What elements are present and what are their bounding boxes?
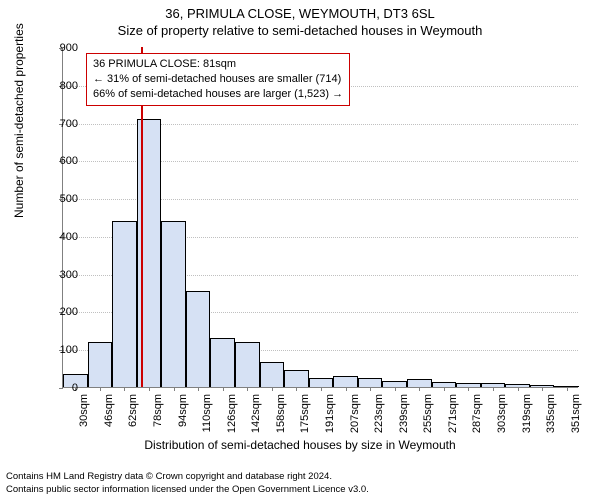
x-axis-label: Distribution of semi-detached houses by …	[0, 438, 600, 452]
xtick-label: 255sqm	[422, 394, 434, 433]
xtick-mark	[419, 387, 420, 391]
histogram-bar	[186, 291, 211, 387]
xtick-mark	[395, 387, 396, 391]
xtick-label: 110sqm	[201, 394, 213, 432]
xtick-mark	[174, 387, 175, 391]
histogram-bar	[112, 221, 137, 387]
histogram-bar	[88, 342, 113, 387]
footer-attribution: Contains HM Land Registry data © Crown c…	[6, 471, 369, 496]
xtick-mark	[149, 387, 150, 391]
xtick-label: 207sqm	[349, 394, 361, 433]
xtick-mark	[100, 387, 101, 391]
xtick-label: 239sqm	[398, 394, 410, 433]
xtick-mark	[124, 387, 125, 391]
xtick-label: 303sqm	[496, 394, 508, 433]
histogram-bar	[210, 338, 235, 387]
annotation-line: ← 31% of semi-detached houses are smalle…	[93, 72, 343, 87]
xtick-label: 142sqm	[250, 394, 262, 433]
histogram-bar	[161, 221, 186, 387]
xtick-mark	[296, 387, 297, 391]
xtick-mark	[567, 387, 568, 391]
xtick-mark	[223, 387, 224, 391]
xtick-label: 94sqm	[177, 394, 189, 427]
ytick-label: 900	[48, 42, 78, 54]
ytick-label: 500	[48, 193, 78, 205]
xtick-mark	[272, 387, 273, 391]
histogram-bar	[235, 342, 260, 387]
xtick-mark	[198, 387, 199, 391]
histogram-bar	[333, 376, 358, 387]
xtick-label: 46sqm	[103, 394, 115, 427]
ytick-label: 0	[48, 382, 78, 394]
xtick-mark	[518, 387, 519, 391]
ytick-label: 600	[48, 155, 78, 167]
xtick-label: 287sqm	[471, 394, 483, 433]
ytick-label: 200	[48, 306, 78, 318]
histogram-bar	[260, 362, 285, 387]
xtick-mark	[321, 387, 322, 391]
xtick-label: 175sqm	[299, 394, 311, 433]
histogram-bar	[358, 378, 383, 387]
ytick-label: 300	[48, 269, 78, 281]
y-axis-label: Number of semi-detached properties	[12, 23, 26, 218]
xtick-label: 78sqm	[152, 394, 164, 427]
xtick-mark	[468, 387, 469, 391]
xtick-label: 223sqm	[373, 394, 385, 433]
ytick-label: 800	[48, 80, 78, 92]
ytick-label: 100	[48, 344, 78, 356]
xtick-mark	[370, 387, 371, 391]
xtick-label: 351sqm	[570, 394, 582, 433]
footer-line-2: Contains public sector information licen…	[6, 484, 369, 496]
footer-line-1: Contains HM Land Registry data © Crown c…	[6, 471, 369, 483]
xtick-label: 126sqm	[226, 394, 238, 433]
xtick-label: 30sqm	[78, 394, 90, 427]
annotation-box: 36 PRIMULA CLOSE: 81sqm← 31% of semi-det…	[86, 53, 350, 106]
ytick-label: 700	[48, 118, 78, 130]
chart-title-sub: Size of property relative to semi-detach…	[0, 21, 600, 38]
histogram-bar	[309, 378, 334, 387]
xtick-label: 158sqm	[275, 394, 287, 433]
ytick-label: 400	[48, 231, 78, 243]
xtick-mark	[493, 387, 494, 391]
histogram-bar	[407, 379, 432, 387]
xtick-label: 271sqm	[447, 394, 459, 433]
xtick-label: 335sqm	[545, 394, 557, 433]
xtick-mark	[542, 387, 543, 391]
xtick-mark	[444, 387, 445, 391]
xtick-mark	[346, 387, 347, 391]
annotation-line: 66% of semi-detached houses are larger (…	[93, 87, 343, 102]
chart-title-main: 36, PRIMULA CLOSE, WEYMOUTH, DT3 6SL	[0, 0, 600, 21]
xtick-label: 62sqm	[127, 394, 139, 427]
xtick-label: 319sqm	[521, 394, 533, 433]
histogram-bar	[284, 370, 309, 387]
xtick-mark	[247, 387, 248, 391]
xtick-label: 191sqm	[324, 394, 336, 433]
annotation-line: 36 PRIMULA CLOSE: 81sqm	[93, 57, 343, 72]
